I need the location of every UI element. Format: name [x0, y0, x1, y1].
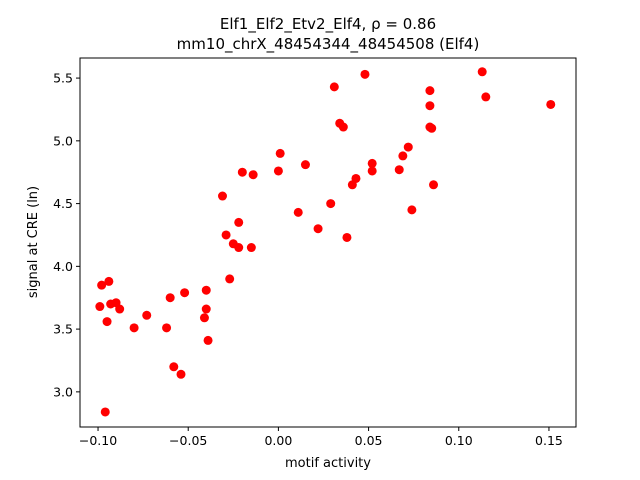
data-point-54 — [546, 99, 556, 109]
data-point-4 — [104, 276, 114, 286]
y-tick-label-3: 4.5 — [53, 196, 73, 211]
data-point-28 — [273, 166, 283, 176]
data-point-14 — [180, 288, 190, 298]
data-point-33 — [326, 199, 336, 209]
data-point-25 — [237, 167, 247, 177]
data-point-20 — [221, 230, 231, 240]
x-tick-label-0: −0.10 — [79, 433, 117, 448]
points-layer — [95, 67, 556, 417]
data-point-0 — [95, 302, 105, 312]
data-point-46 — [407, 205, 417, 215]
data-point-21 — [225, 274, 235, 284]
data-point-11 — [165, 293, 175, 303]
y-axis-ticks: 3.0 3.5 4.0 4.5 5.0 5.5 — [53, 71, 80, 399]
data-point-3 — [102, 317, 112, 327]
data-point-37 — [342, 232, 352, 242]
data-point-24 — [234, 243, 244, 253]
data-point-50 — [427, 123, 437, 133]
data-point-39 — [351, 173, 361, 183]
data-point-45 — [403, 142, 413, 152]
y-tick-label-4: 5.0 — [53, 133, 73, 148]
x-axis-label: motif activity — [285, 456, 371, 471]
data-point-40 — [360, 69, 370, 79]
data-point-12 — [169, 362, 179, 372]
data-point-43 — [394, 165, 404, 175]
data-point-16 — [201, 285, 211, 295]
chart-title-line2: mm10_chrX_48454344_48454508 (Elf4) — [177, 35, 480, 54]
data-point-2 — [100, 407, 110, 417]
data-point-8 — [129, 323, 139, 333]
data-point-34 — [329, 82, 339, 92]
data-point-42 — [367, 166, 377, 176]
data-point-52 — [477, 67, 487, 77]
x-tick-label-4: 0.10 — [445, 433, 473, 448]
data-point-29 — [275, 148, 285, 158]
data-point-1 — [97, 280, 107, 290]
x-tick-label-2: 0.00 — [264, 433, 292, 448]
data-point-31 — [300, 160, 310, 170]
x-axis-ticks: −0.10 −0.05 0.00 0.05 0.10 0.15 — [79, 427, 563, 448]
chart-title-line1: Elf1_Elf2_Etv2_Elf4, ρ = 0.86 — [220, 15, 436, 34]
y-tick-label-0: 3.0 — [53, 384, 73, 399]
data-point-9 — [142, 310, 152, 320]
plot-frame — [79, 57, 577, 428]
y-tick-label-1: 3.5 — [53, 322, 73, 337]
y-tick-label-2: 4.0 — [53, 259, 73, 274]
y-tick-label-5: 5.5 — [53, 71, 73, 86]
data-point-10 — [162, 323, 172, 333]
data-point-7 — [115, 304, 125, 314]
x-tick-label-1: −0.05 — [169, 433, 207, 448]
data-point-32 — [313, 224, 323, 234]
data-point-48 — [425, 101, 435, 111]
data-point-15 — [199, 313, 209, 323]
data-point-26 — [246, 243, 256, 253]
data-point-19 — [217, 191, 227, 201]
data-point-23 — [234, 217, 244, 227]
data-point-17 — [201, 304, 211, 314]
x-tick-label-5: 0.15 — [535, 433, 563, 448]
data-point-44 — [398, 151, 408, 161]
data-point-51 — [429, 180, 439, 190]
data-point-53 — [481, 92, 491, 102]
data-point-36 — [338, 122, 348, 132]
y-axis-label: signal at CRE (ln) — [26, 186, 41, 298]
data-point-27 — [248, 170, 258, 180]
data-point-41 — [367, 158, 377, 168]
data-point-47 — [425, 86, 435, 96]
x-tick-label-3: 0.05 — [355, 433, 383, 448]
data-point-13 — [176, 369, 186, 379]
data-point-30 — [293, 207, 303, 217]
data-point-18 — [203, 335, 213, 345]
